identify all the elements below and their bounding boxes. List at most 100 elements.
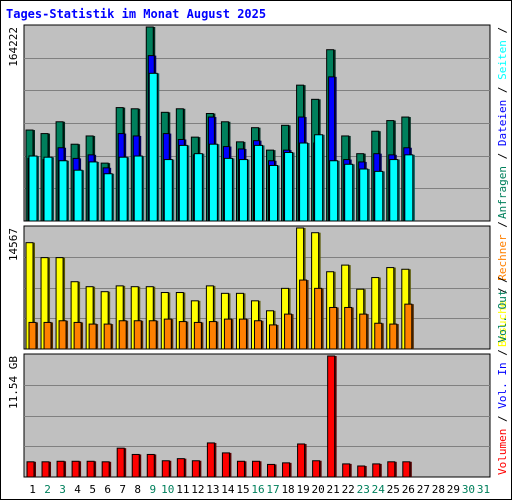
seiten-bar (103, 173, 113, 222)
x-tick-label: 18 (281, 483, 294, 496)
volumen-bar (116, 447, 125, 478)
x-tick-label: 9 (149, 483, 156, 496)
x-tick-label: 6 (104, 483, 111, 496)
rechner-bar (223, 318, 232, 350)
rechner-bar (73, 321, 82, 350)
legend-entry: Rechner (496, 234, 509, 281)
x-tick-label: 20 (312, 483, 325, 496)
seiten-bar (133, 155, 143, 222)
x-tick-label: 13 (206, 483, 219, 496)
legend-entry: Dateien (496, 100, 509, 146)
x-tick-label: 10 (161, 483, 174, 496)
seiten-bar (404, 154, 414, 222)
volumen-bar (176, 458, 185, 478)
volumen-bar (221, 452, 230, 478)
legend-entry: Besuche (496, 301, 509, 347)
rechner-bar (148, 320, 157, 350)
volumen-bar (191, 460, 200, 478)
legend-entry: Seiten (496, 40, 509, 80)
volumen-bar (402, 461, 411, 478)
seiten-bar (223, 157, 233, 222)
x-tick-label: 30 (462, 483, 475, 496)
chart-title: Tages-Statistik im Monat August 2025 (6, 7, 267, 21)
rechner-bar (133, 320, 142, 350)
rechner-bar (118, 320, 127, 350)
volumen-bar (71, 460, 80, 478)
legend-entry: / (496, 409, 509, 429)
x-tick-label: 24 (372, 483, 386, 496)
volumen-bar (236, 460, 245, 478)
seiten-bar (208, 143, 218, 222)
volumen-bar (342, 463, 351, 478)
seiten-bar (148, 72, 158, 222)
legend-entry: Vol. In (496, 362, 509, 408)
volume-y-max-label: 11.54 GB (7, 356, 20, 409)
x-tick-label: 26 (402, 483, 415, 496)
x-tick-label: 12 (191, 483, 204, 496)
volumen-bar (56, 460, 65, 478)
rechner-bar (163, 318, 172, 350)
x-tick-label: 2 (44, 483, 51, 496)
seiten-bar (284, 151, 294, 222)
x-tick-label: 15 (236, 483, 249, 496)
x-tick-label: 8 (134, 483, 141, 496)
legend-entry: / (496, 221, 509, 234)
volumen-bar (146, 453, 155, 478)
seiten-bar (329, 160, 339, 222)
x-tick-label: 5 (89, 483, 96, 496)
rechner-bar (389, 323, 398, 350)
x-tick-label: 1 (29, 483, 36, 496)
seiten-bar (238, 159, 248, 222)
volumen-bar (312, 460, 321, 478)
seiten-bar (178, 144, 188, 222)
volume-right-legend: Volumen / Vol. In / Vol. Out / (496, 276, 509, 475)
legend-entry: / (496, 281, 509, 301)
seiten-bar (118, 156, 128, 222)
rechner-bar (374, 322, 383, 350)
volumen-bar (267, 463, 276, 478)
volumen-bar (372, 463, 381, 478)
visits-right-legend: Besuche / Rechner / (496, 221, 509, 347)
x-tick-label: 22 (342, 483, 355, 496)
seiten-bar (163, 159, 173, 222)
rechner-bar (344, 306, 353, 350)
seiten-bar (299, 142, 309, 222)
rechner-bar (314, 287, 323, 350)
seiten-bar (344, 163, 354, 222)
seiten-bar (269, 164, 279, 222)
x-tick-label: 7 (119, 483, 126, 496)
legend-entry: Vol. Out (496, 290, 509, 343)
x-tick-label: 28 (432, 483, 445, 496)
volumen-bar (282, 462, 291, 478)
volumen-bar (357, 465, 366, 478)
seiten-bar (374, 170, 384, 222)
rechner-bar (253, 320, 262, 350)
rechner-bar (404, 303, 413, 350)
seiten-bar (193, 153, 203, 222)
visits-y-max-label: 14567 (7, 228, 20, 261)
volumen-bar (86, 460, 95, 478)
x-tick-label: 16 (251, 483, 264, 496)
x-tick-label: 3 (59, 483, 66, 496)
legend-entry: / (496, 80, 509, 100)
seiten-bar (58, 160, 68, 222)
rechner-bar (329, 306, 338, 350)
volumen-bar (26, 461, 35, 478)
x-tick-label: 25 (387, 483, 400, 496)
seiten-bar (314, 134, 324, 222)
x-tick-label: 29 (447, 483, 460, 496)
legend-entry: / (496, 27, 509, 40)
seiten-bar (43, 156, 53, 222)
x-tick-label: 4 (74, 483, 81, 496)
volumen-bar (101, 461, 110, 478)
legend-entry: Anfragen (496, 166, 509, 219)
legend-entry: / (496, 343, 509, 363)
seiten-bar (88, 161, 98, 222)
rechner-bar (269, 324, 278, 350)
seiten-bar (389, 159, 399, 222)
volumen-bar (131, 453, 140, 478)
rechner-bar (88, 323, 97, 350)
volumen-bar (297, 443, 306, 478)
